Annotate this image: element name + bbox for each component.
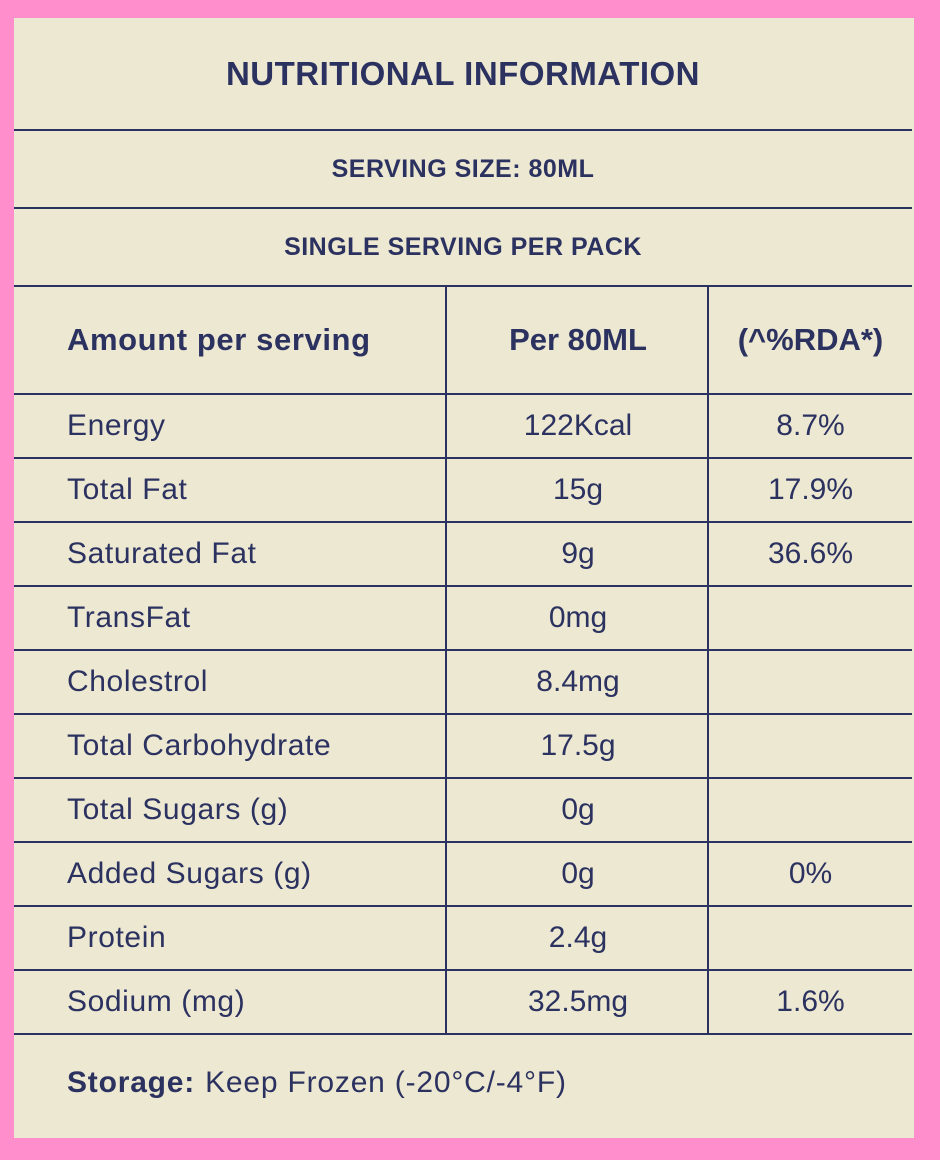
row-divider	[14, 393, 912, 395]
nutrient-name: Energy	[67, 409, 166, 442]
nutrient-rda: 0%	[788, 857, 833, 890]
nutrient-rda: 17.9%	[767, 473, 854, 506]
nutrient-amount: 0g	[561, 857, 595, 890]
nutrient-name: Saturated Fat	[67, 537, 257, 570]
header-per-serving: Per 80ML	[509, 322, 647, 357]
row-divider	[14, 585, 912, 587]
row-divider	[14, 777, 912, 779]
header-rda: (^%RDA*)	[737, 322, 884, 357]
nutrient-name: Total Fat	[67, 473, 188, 506]
nutrition-panel: NUTRITIONAL INFORMATION SERVING SIZE: 80…	[14, 18, 914, 1138]
nutrient-amount: 0mg	[548, 601, 608, 634]
nutrient-rda	[709, 715, 912, 777]
nutrient-amount: 15g	[552, 473, 604, 506]
nutrient-rda	[709, 907, 912, 969]
nutrient-name: Cholestrol	[67, 665, 209, 698]
storage-label: Storage:	[67, 1066, 196, 1099]
row-divider	[14, 841, 912, 843]
divider-line	[14, 129, 912, 131]
serving-size: SERVING SIZE: 80ML	[331, 154, 595, 183]
divider-line	[14, 285, 912, 287]
nutrient-amount: 32.5mg	[527, 985, 629, 1018]
column-divider	[707, 287, 709, 1034]
servings-per-pack: SINGLE SERVING PER PACK	[284, 232, 642, 261]
nutrient-name: Sodium (mg)	[67, 985, 246, 1018]
storage-value: Keep Frozen (-20°C/-4°F)	[205, 1066, 567, 1099]
nutrient-rda	[709, 587, 912, 649]
row-divider	[14, 649, 912, 651]
nutrient-rda: 8.7%	[776, 409, 845, 442]
panel-title: NUTRITIONAL INFORMATION	[225, 55, 701, 92]
nutrient-name: Protein	[67, 921, 167, 954]
row-divider	[14, 521, 912, 523]
nutrient-rda: 1.6%	[776, 985, 845, 1018]
nutrient-amount: 8.4mg	[536, 665, 620, 698]
divider-line	[14, 207, 912, 209]
nutrient-amount: 0g	[561, 793, 595, 826]
nutrient-name: Total Carbohydrate	[67, 729, 332, 762]
column-divider	[445, 287, 447, 1034]
row-divider	[14, 713, 912, 715]
nutrient-name: TransFat	[67, 601, 191, 634]
nutrient-rda	[709, 779, 912, 841]
row-divider	[14, 969, 912, 971]
nutrient-name: Added Sugars (g)	[67, 857, 312, 890]
row-divider	[14, 457, 912, 459]
row-divider	[14, 905, 912, 907]
row-divider	[14, 1033, 912, 1035]
nutrient-name: Total Sugars (g)	[67, 793, 289, 826]
storage-note: Storage: Keep Frozen (-20°C/-4°F)	[67, 1048, 567, 1118]
nutrient-amount: 2.4g	[548, 921, 608, 954]
nutrient-amount: 9g	[561, 537, 595, 570]
nutrient-rda	[709, 651, 912, 713]
header-nutrient: Amount per serving	[67, 322, 371, 357]
nutrient-amount: 17.5g	[540, 729, 616, 762]
nutrient-amount: 122Kcal	[523, 409, 633, 442]
nutrient-rda: 36.6%	[767, 537, 854, 570]
